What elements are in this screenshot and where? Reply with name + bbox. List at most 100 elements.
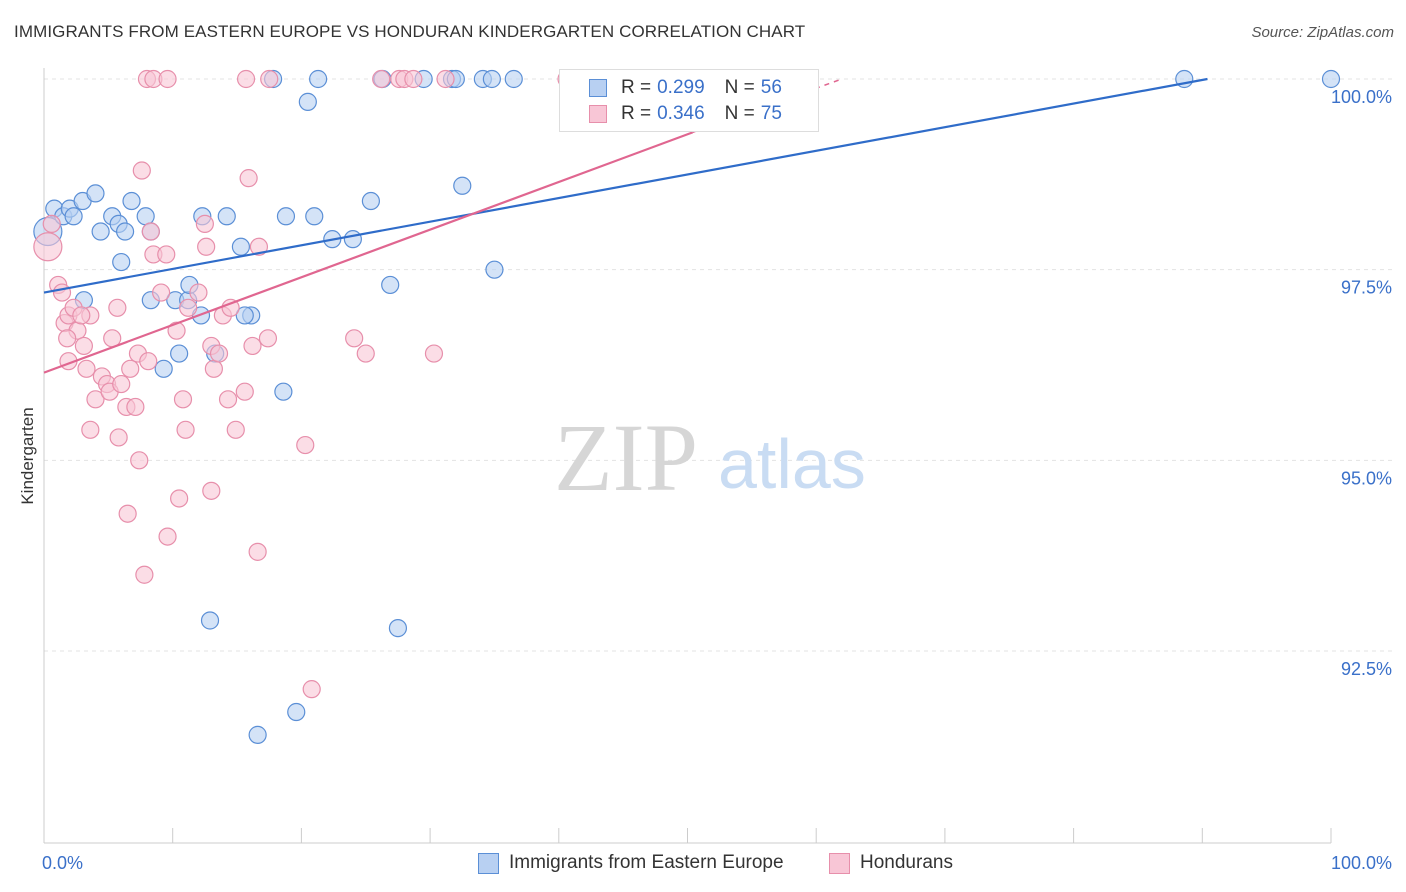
- watermark-zip: ZIP: [554, 404, 698, 511]
- point-eastern-europe: [248, 725, 267, 744]
- point-honduran: [197, 237, 216, 256]
- point-honduran: [189, 283, 208, 302]
- point-eastern-europe: [287, 702, 306, 722]
- point-eastern-europe: [86, 184, 105, 203]
- point-eastern-europe: [115, 222, 135, 241]
- point-eastern-europe: [64, 207, 83, 226]
- watermark: ZIP atlas: [554, 404, 866, 511]
- point-honduran: [239, 169, 258, 188]
- point-honduran: [139, 352, 158, 371]
- point-honduran: [108, 298, 127, 317]
- point-honduran: [130, 451, 149, 470]
- legend-n-label: N =: [724, 77, 755, 98]
- point-eastern-europe: [482, 69, 501, 89]
- watermark-atlas: atlas: [718, 425, 866, 503]
- point-eastern-europe: [91, 222, 110, 241]
- point-honduran: [109, 428, 128, 447]
- point-eastern-europe: [235, 306, 254, 325]
- point-honduran: [126, 397, 145, 417]
- point-honduran: [424, 344, 444, 363]
- point-honduran: [176, 420, 195, 439]
- point-honduran: [52, 283, 72, 302]
- point-honduran: [158, 527, 177, 546]
- bottom-swatch-eastern-europe: [478, 852, 499, 874]
- legend-row-hondurans: R = 0.346 N = 75: [560, 101, 782, 127]
- point-honduran: [121, 359, 140, 378]
- trendline-eastern-europe: [43, 77, 1208, 294]
- point-honduran: [33, 232, 63, 262]
- point-eastern-europe: [305, 207, 324, 226]
- point-honduran: [202, 481, 221, 500]
- bottom-legend-label: Immigrants from Eastern Europe: [509, 852, 784, 873]
- point-honduran: [74, 336, 93, 356]
- point-honduran: [235, 382, 254, 401]
- point-eastern-europe: [309, 69, 328, 89]
- point-honduran: [167, 321, 186, 340]
- point-honduran: [86, 390, 105, 409]
- point-eastern-europe: [231, 237, 251, 256]
- point-honduran: [296, 435, 315, 455]
- legend-r-value: 0.299: [657, 77, 705, 98]
- bottom-legend-eastern-europe: Immigrants from Eastern Europe: [478, 852, 784, 874]
- point-honduran: [158, 69, 177, 89]
- legend-r-label: R =: [621, 77, 652, 98]
- point-eastern-europe: [170, 344, 189, 363]
- legend-n-value: 56: [760, 77, 782, 98]
- legend-r-label: R =: [621, 103, 652, 124]
- point-honduran: [249, 237, 269, 256]
- y-tick-label: 97.5%: [1341, 278, 1392, 298]
- point-eastern-europe: [154, 359, 173, 378]
- point-eastern-europe: [274, 382, 293, 401]
- trendline-honduran: [43, 131, 694, 374]
- point-eastern-europe: [1321, 69, 1341, 89]
- point-honduran: [356, 344, 375, 363]
- point-honduran: [42, 214, 61, 234]
- point-eastern-europe: [504, 69, 523, 89]
- point-eastern-europe: [485, 260, 504, 279]
- point-honduran: [243, 336, 262, 356]
- point-honduran: [170, 489, 189, 508]
- y-tick-label: 92.5%: [1341, 659, 1392, 679]
- point-honduran: [152, 283, 171, 302]
- point-honduran: [204, 359, 223, 378]
- point-honduran: [132, 161, 151, 180]
- correlation-legend: R = 0.299 N = 56 R = 0.346 N = 75: [559, 69, 819, 132]
- point-honduran: [58, 329, 77, 348]
- point-honduran: [226, 420, 245, 439]
- legend-swatch-hondurans: [589, 105, 607, 123]
- chart-title: IMMIGRANTS FROM EASTERN EUROPE VS HONDUR…: [14, 22, 806, 41]
- y-axis-label: Kindergarten: [18, 407, 37, 504]
- point-eastern-europe: [112, 252, 131, 272]
- point-honduran: [195, 214, 214, 234]
- legend-r-value: 0.346: [657, 103, 705, 124]
- point-honduran: [179, 298, 198, 317]
- point-honduran: [173, 390, 193, 409]
- point-honduran: [135, 565, 154, 584]
- point-eastern-europe: [381, 275, 400, 295]
- point-eastern-europe: [200, 611, 220, 630]
- legend-row-eastern-europe: R = 0.299 N = 56: [560, 75, 782, 101]
- point-honduran: [112, 374, 131, 394]
- x-tick-label-max: 100.0%: [1331, 853, 1392, 873]
- bottom-legend-hondurans: Hondurans: [829, 852, 953, 874]
- point-eastern-europe: [298, 92, 317, 111]
- point-honduran: [436, 69, 455, 89]
- point-honduran: [77, 359, 96, 378]
- point-honduran: [72, 306, 91, 325]
- point-eastern-europe: [136, 207, 155, 226]
- y-tick-label: 95.0%: [1341, 468, 1392, 488]
- legend-swatch-eastern-europe: [589, 79, 607, 97]
- grid-lines: [44, 78, 1392, 652]
- point-honduran: [372, 69, 391, 89]
- point-honduran: [260, 69, 279, 89]
- point-honduran: [236, 69, 256, 89]
- point-honduran: [141, 222, 160, 241]
- point-eastern-europe: [388, 619, 408, 638]
- point-eastern-europe: [217, 207, 236, 226]
- point-honduran: [118, 504, 137, 523]
- chart-source: Source: ZipAtlas.com: [1251, 24, 1394, 41]
- legend-n-value: 75: [760, 103, 782, 124]
- point-honduran: [258, 329, 278, 348]
- bottom-legend-label: Hondurans: [860, 852, 953, 873]
